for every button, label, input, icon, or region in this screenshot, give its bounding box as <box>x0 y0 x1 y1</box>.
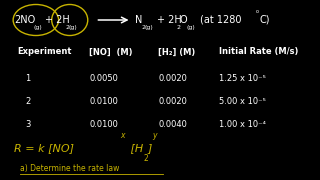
Text: 2: 2 <box>142 25 146 30</box>
Text: [H: [H <box>127 143 143 153</box>
Text: 2: 2 <box>177 25 181 30</box>
Text: 0.0040: 0.0040 <box>158 120 187 129</box>
Text: 1: 1 <box>25 74 31 83</box>
Text: + 2H: + 2H <box>157 15 182 25</box>
Text: [H₂] (M): [H₂] (M) <box>158 47 196 56</box>
Text: a) Determine the rate law: a) Determine the rate law <box>20 164 120 173</box>
Text: 0.0050: 0.0050 <box>89 74 118 83</box>
Text: (g): (g) <box>187 25 196 30</box>
Text: 3: 3 <box>25 120 31 129</box>
Text: C): C) <box>259 15 269 25</box>
Text: [NO]  (M): [NO] (M) <box>89 47 133 56</box>
Text: N: N <box>135 15 142 25</box>
Text: O: O <box>180 15 188 25</box>
Text: Experiment: Experiment <box>17 47 72 56</box>
Text: (g): (g) <box>69 25 77 30</box>
Text: ]: ] <box>147 143 152 153</box>
Text: (g): (g) <box>33 25 42 30</box>
Text: 0.0020: 0.0020 <box>158 74 187 83</box>
Text: 0.0100: 0.0100 <box>89 97 118 106</box>
Text: 2: 2 <box>25 97 31 106</box>
Text: R = k [NO]: R = k [NO] <box>14 143 74 153</box>
Text: Initial Rate (M/s): Initial Rate (M/s) <box>219 47 299 56</box>
Text: y: y <box>153 131 157 140</box>
Text: 5.00 x 10⁻⁵: 5.00 x 10⁻⁵ <box>219 97 266 106</box>
Text: + 2H: + 2H <box>45 15 70 25</box>
Text: 1.00 x 10⁻⁴: 1.00 x 10⁻⁴ <box>219 120 266 129</box>
Text: o: o <box>256 9 259 14</box>
Text: 2: 2 <box>144 154 148 163</box>
Text: x: x <box>120 131 124 140</box>
Text: 2: 2 <box>66 25 70 30</box>
Text: 0.0020: 0.0020 <box>158 97 187 106</box>
Text: (g): (g) <box>145 25 154 30</box>
Text: 2NO: 2NO <box>14 15 35 25</box>
Text: 0.0100: 0.0100 <box>89 120 118 129</box>
Text: (at 1280: (at 1280 <box>200 15 242 25</box>
Text: 1.25 x 10⁻⁵: 1.25 x 10⁻⁵ <box>219 74 266 83</box>
